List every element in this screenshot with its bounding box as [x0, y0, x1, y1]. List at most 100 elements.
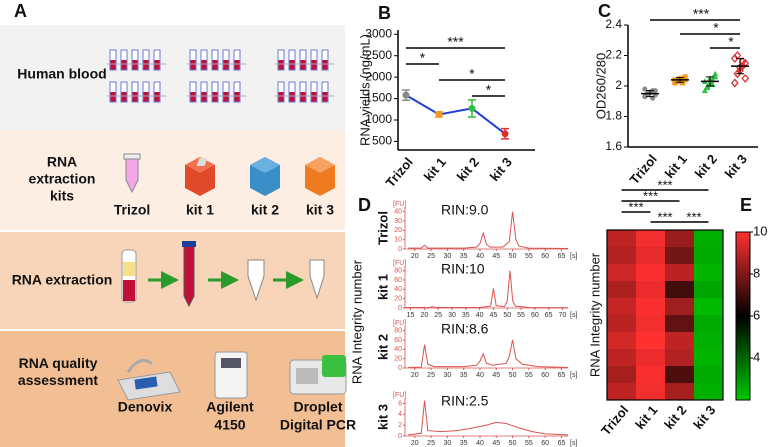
x-tick-label: 20: [420, 312, 428, 319]
x-tick-label: kit 2: [692, 151, 720, 181]
point: [672, 80, 678, 86]
x-tick-label: kit 3: [722, 151, 750, 181]
x-tick-label: kit 1: [632, 402, 660, 432]
tube-blood: [190, 92, 196, 102]
cell: [694, 298, 724, 316]
y-tick-label: 3000: [365, 26, 392, 40]
band: [0, 130, 345, 230]
x-tick-label: 35: [462, 312, 470, 319]
tube-blood: [121, 60, 127, 70]
tube-blood: [311, 92, 317, 102]
x-tick-label: 50: [509, 253, 517, 260]
cell: [665, 383, 695, 401]
extraction-icons: [121, 241, 325, 308]
x-tick-label: 25: [427, 440, 435, 447]
row-label: kit 2: [375, 334, 390, 360]
y-tick-label: 2: [398, 422, 402, 429]
y-tick-label: 60: [394, 277, 402, 284]
cell: [694, 247, 724, 265]
panel-label: C: [598, 1, 611, 21]
tube-blood: [212, 92, 218, 102]
x-tick-label: 55: [525, 372, 533, 379]
point: [652, 88, 658, 94]
y-tick-label: 0: [398, 305, 402, 312]
colorbar-label: 6: [753, 307, 760, 322]
tube-blood: [110, 92, 116, 102]
tube-blood: [322, 60, 328, 70]
y-axis-title: RNA Integrity number: [587, 252, 602, 377]
x-tick-label: 30: [443, 440, 451, 447]
point: [680, 80, 686, 86]
x-tick-label: 30: [443, 253, 451, 260]
row-label: RNA: [47, 154, 77, 170]
point: [730, 78, 739, 88]
y-tick-label: 2.4: [605, 17, 622, 31]
x-tick-label: 65: [558, 372, 566, 379]
sig-label: ***: [693, 6, 710, 22]
cell: [607, 349, 637, 367]
point: [468, 104, 476, 112]
y-tick-label: 0: [398, 433, 402, 440]
point: [402, 91, 410, 99]
cell: [694, 366, 724, 384]
row-label: assessment: [18, 372, 99, 388]
kit-icons: [123, 153, 335, 196]
x-tick-label: kit 2: [454, 154, 482, 184]
colorbar-label: 8: [753, 265, 760, 280]
point: [701, 87, 708, 94]
x-tick-label: 35: [460, 253, 468, 260]
cell: [607, 247, 637, 265]
tube-blood: [300, 60, 306, 70]
cell: [636, 315, 666, 333]
item-label: kit 2: [251, 202, 279, 218]
y-tick-label: 20: [394, 227, 402, 234]
x-tick-label: 25: [434, 312, 442, 319]
tube-blood: [201, 60, 207, 70]
y-tick-label: 40: [394, 209, 402, 216]
tube-blood: [322, 92, 328, 102]
y-unit: [FU]: [393, 260, 406, 267]
tube-blood: [143, 92, 149, 102]
x-tick-label: 20: [411, 253, 419, 260]
rin-label: RIN:2.5: [441, 393, 489, 409]
tube-blood: [154, 92, 160, 102]
cell: [694, 315, 724, 333]
cell: [636, 383, 666, 401]
x-tick-label: Trizol: [383, 154, 416, 190]
x-unit: [s]: [570, 312, 577, 319]
item-label: Droplet: [294, 399, 343, 415]
tube-blood: [223, 60, 229, 70]
tube-blood: [121, 92, 127, 102]
point: [435, 110, 443, 118]
panel-label: B: [378, 3, 391, 23]
tube-blood: [190, 60, 196, 70]
x-tick-label: 65: [558, 253, 566, 260]
row-label: kits: [50, 188, 74, 204]
cell: [607, 383, 637, 401]
tube-blood: [201, 92, 207, 102]
y-tick-label: 80: [394, 328, 402, 335]
cell: [665, 349, 695, 367]
x-tick-label: 60: [531, 312, 539, 319]
sd-bar: [646, 90, 654, 98]
cell: [665, 247, 695, 265]
sig-label: ***: [628, 199, 643, 214]
point: [704, 84, 711, 91]
y-unit: [FU]: [393, 201, 406, 208]
cell: [694, 230, 724, 248]
cell: [607, 332, 637, 350]
tube-blood: [289, 92, 295, 102]
cell: [607, 366, 637, 384]
sig-label: *: [728, 34, 734, 50]
tube-blood: [300, 92, 306, 102]
instrument-icons: [117, 351, 347, 401]
point: [712, 73, 719, 80]
cell: [607, 281, 637, 299]
cell: [694, 332, 724, 350]
x-tick-label: kit 3: [690, 402, 718, 432]
y-axis-title: OD260/280: [593, 53, 608, 120]
sig-label: ***: [447, 34, 464, 50]
cell: [636, 298, 666, 316]
y-tick-label: 1.6: [605, 139, 622, 153]
x-tick-label: 25: [427, 253, 435, 260]
